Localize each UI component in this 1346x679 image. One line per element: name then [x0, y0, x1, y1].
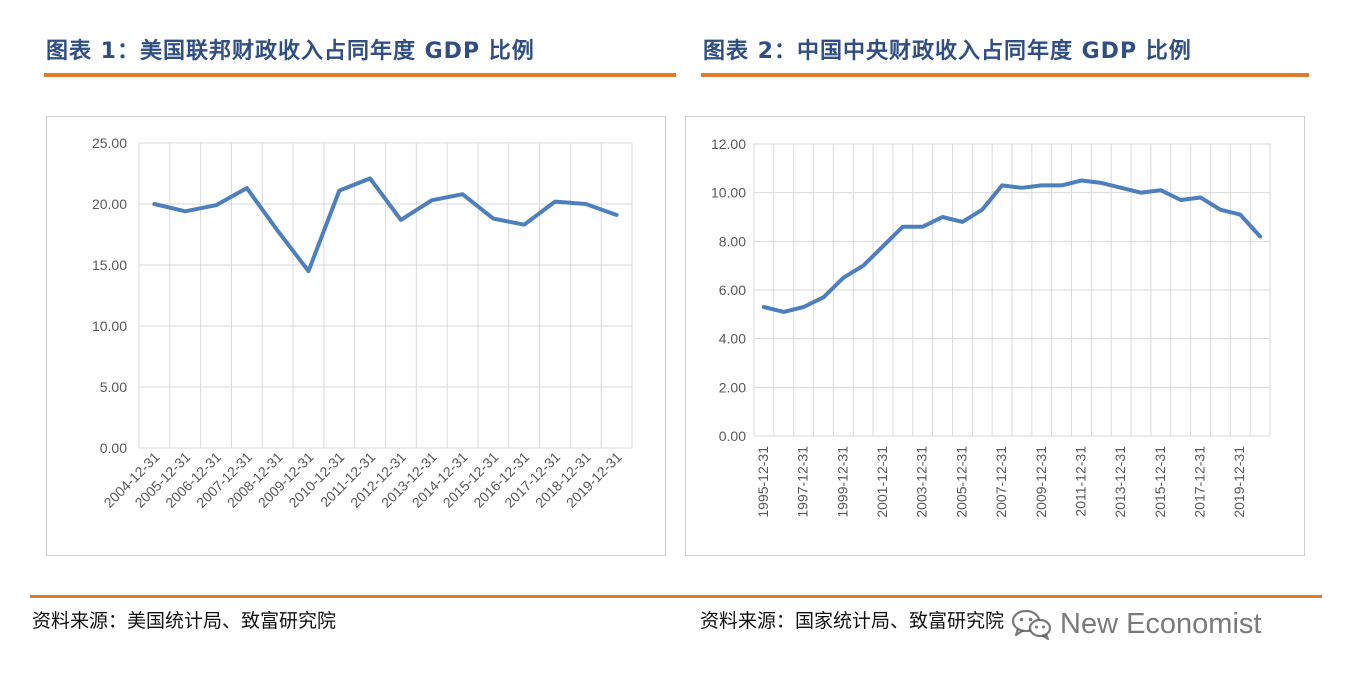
x-tick-label: 2009-12-31 [1033, 446, 1049, 518]
x-tick-label: 2019-12-31 [1231, 446, 1247, 518]
chart-1-frame: 0.00 5.00 10.00 15.00 20.00 25.00 2004-12-31 20… [46, 116, 666, 556]
series-line [152, 176, 619, 274]
wechat-icon [1011, 609, 1052, 640]
chart-1: 0.005.0010.0015.0020.0025.002004-12-3120… [92, 135, 633, 511]
x-tick-label: 2005-12-31 [953, 446, 969, 518]
y-tick-label: 20.00 [92, 196, 127, 212]
y-tick-label: 0.00 [719, 428, 746, 444]
chart-2: 0.00 2.00 4.00 6.00 8.00 10.00 12.00 1995-12-31… [711, 136, 1271, 518]
x-tick-label: 2013-12-31 [1112, 446, 1128, 518]
x-tick-label: 2015-12-31 [1152, 446, 1168, 518]
y-tick-label: 12.00 [711, 136, 746, 152]
y-tick-label: 0.00 [100, 440, 127, 456]
figure-2-title: 图表 2：中国中央财政收入占同年度 GDP 比例 [703, 39, 1192, 64]
watermark: New Economist [1010, 604, 1261, 644]
x-tick-label: 1999-12-31 [834, 446, 850, 518]
chart-2-frame: 0.00 2.00 4.00 6.00 8.00 10.00 12.00 1995-12-31… [685, 116, 1305, 556]
x-tick-label: 2007-12-31 [993, 446, 1009, 518]
figure-2-source: 资料来源：国家统计局、致富研究院 [700, 610, 1005, 632]
figure-2-title-rule [701, 73, 1309, 77]
x-tick-label: 2017-12-31 [1192, 446, 1208, 518]
figure-1-title: 图表 1：美国联邦财政收入占同年度 GDP 比例 [46, 39, 535, 64]
footer-rule [30, 595, 1322, 598]
x-tick-label: 1995-12-31 [755, 446, 771, 518]
y-tick-label: 2.00 [719, 379, 746, 395]
figure-1-source: 资料来源：美国统计局、致富研究院 [32, 610, 337, 632]
y-tick-label: 10.00 [92, 318, 127, 334]
y-tick-label: 8.00 [719, 233, 746, 249]
figure-1-title-rule [44, 73, 676, 77]
y-tick-label: 4.00 [719, 331, 746, 347]
y-tick-label: 25.00 [92, 135, 127, 151]
series-line [761, 178, 1263, 314]
x-tick-label: 2001-12-31 [874, 446, 890, 518]
y-tick-label: 15.00 [92, 257, 127, 273]
y-tick-label: 10.00 [711, 185, 746, 201]
y-tick-label: 5.00 [100, 379, 127, 395]
y-tick-label: 6.00 [719, 282, 746, 298]
x-tick-label: 2011-12-31 [1072, 446, 1088, 517]
x-tick-label: 1997-12-31 [795, 446, 811, 518]
watermark-text: New Economist [1060, 608, 1262, 640]
x-tick-label: 2003-12-31 [914, 446, 930, 518]
